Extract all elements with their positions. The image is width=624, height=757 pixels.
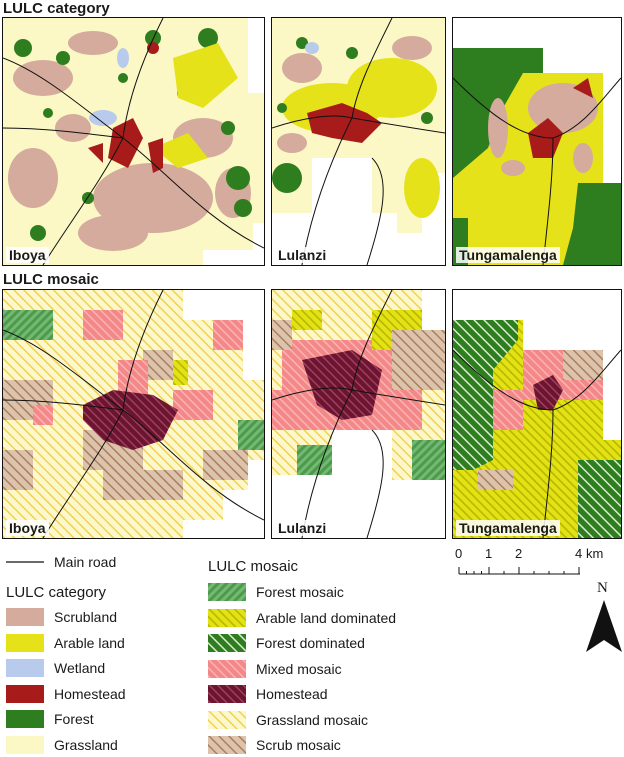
legend-label: Scrubland: [54, 609, 118, 625]
map-panel-mosaic-lulanzi: Lulanzi: [271, 289, 446, 539]
legend-swatch: [6, 659, 44, 677]
panel-label: Tungamalenga: [456, 520, 560, 536]
map-panel-category-iboya: Iboya: [2, 17, 265, 266]
category-map-lulanzi: [272, 18, 445, 265]
legend-swatch: [208, 608, 246, 627]
legend-label: Main road: [54, 554, 117, 570]
map-legend: Main road LULC category Scrubland Arable …: [6, 553, 446, 754]
legend-label: Arable land dominated: [256, 609, 397, 626]
legend-label: Arable land: [54, 634, 125, 651]
legend-label: Scrub mosaic: [256, 737, 341, 753]
legend-label: Mixed mosaic: [256, 660, 342, 677]
scale-bar: 0 1 2 4 km: [455, 546, 605, 582]
legend-swatch: [6, 710, 44, 728]
north-arrow-icon: [586, 600, 622, 652]
map-panel-mosaic-iboya: Iboya: [2, 289, 265, 539]
panel-label: Iboya: [6, 247, 49, 263]
scale-tick-0: 0: [455, 546, 463, 561]
legend-swatch: [208, 736, 246, 754]
legend-swatch: [208, 685, 246, 703]
north-arrow: N: [585, 580, 624, 655]
panel-label: Lulanzi: [275, 247, 330, 263]
legend-swatch: [6, 608, 44, 626]
category-map-iboya: [3, 18, 264, 265]
scale-tick-4: 4: [575, 546, 583, 561]
legend-label: Grassland mosaic: [256, 711, 369, 728]
legend-label: Forest mosaic: [256, 584, 344, 600]
category-section-title: LULC category: [3, 0, 110, 17]
legend-label: Forest: [54, 711, 94, 727]
map-panel-category-lulanzi: Lulanzi: [271, 17, 446, 266]
north-label: N: [597, 580, 608, 596]
legend-label: Homestead: [54, 685, 126, 702]
legend-label: Grassland: [54, 736, 118, 753]
scale-unit: km: [586, 546, 604, 561]
mosaic-map-lulanzi: [272, 290, 445, 538]
legend-swatch: [6, 684, 44, 703]
category-map-tungamalenga: [453, 48, 621, 265]
road-line-icon: [6, 561, 44, 563]
scale-tick-1: 1: [485, 546, 493, 561]
scale-bar-graphic: [458, 567, 580, 575]
legend-label: Wetland: [54, 660, 106, 676]
legend-swatch: [6, 633, 44, 652]
panel-label: Tungamalenga: [456, 247, 560, 263]
legend-category-title: LULC category: [6, 584, 107, 601]
panel-label: Lulanzi: [275, 520, 330, 536]
map-panel-category-tungamalenga: Tungamalenga: [452, 17, 622, 266]
legend-swatch: [6, 735, 44, 754]
scale-tick-2: 2: [515, 546, 523, 561]
map-panel-mosaic-tungamalenga: Tungamalenga: [452, 289, 622, 539]
legend-swatch: [208, 583, 246, 601]
mosaic-map-tungamalenga: [453, 320, 621, 538]
legend-swatch: [208, 659, 246, 678]
mosaic-map-iboya: [3, 290, 264, 538]
legend-label: Homestead: [256, 686, 328, 702]
mosaic-section-title: LULC mosaic: [3, 271, 99, 288]
legend-swatch: [208, 634, 246, 652]
legend-label: Forest dominated: [256, 635, 365, 651]
legend-swatch: [208, 710, 246, 729]
legend-mosaic-title: LULC mosaic: [208, 558, 299, 575]
panel-label: Iboya: [6, 520, 49, 536]
